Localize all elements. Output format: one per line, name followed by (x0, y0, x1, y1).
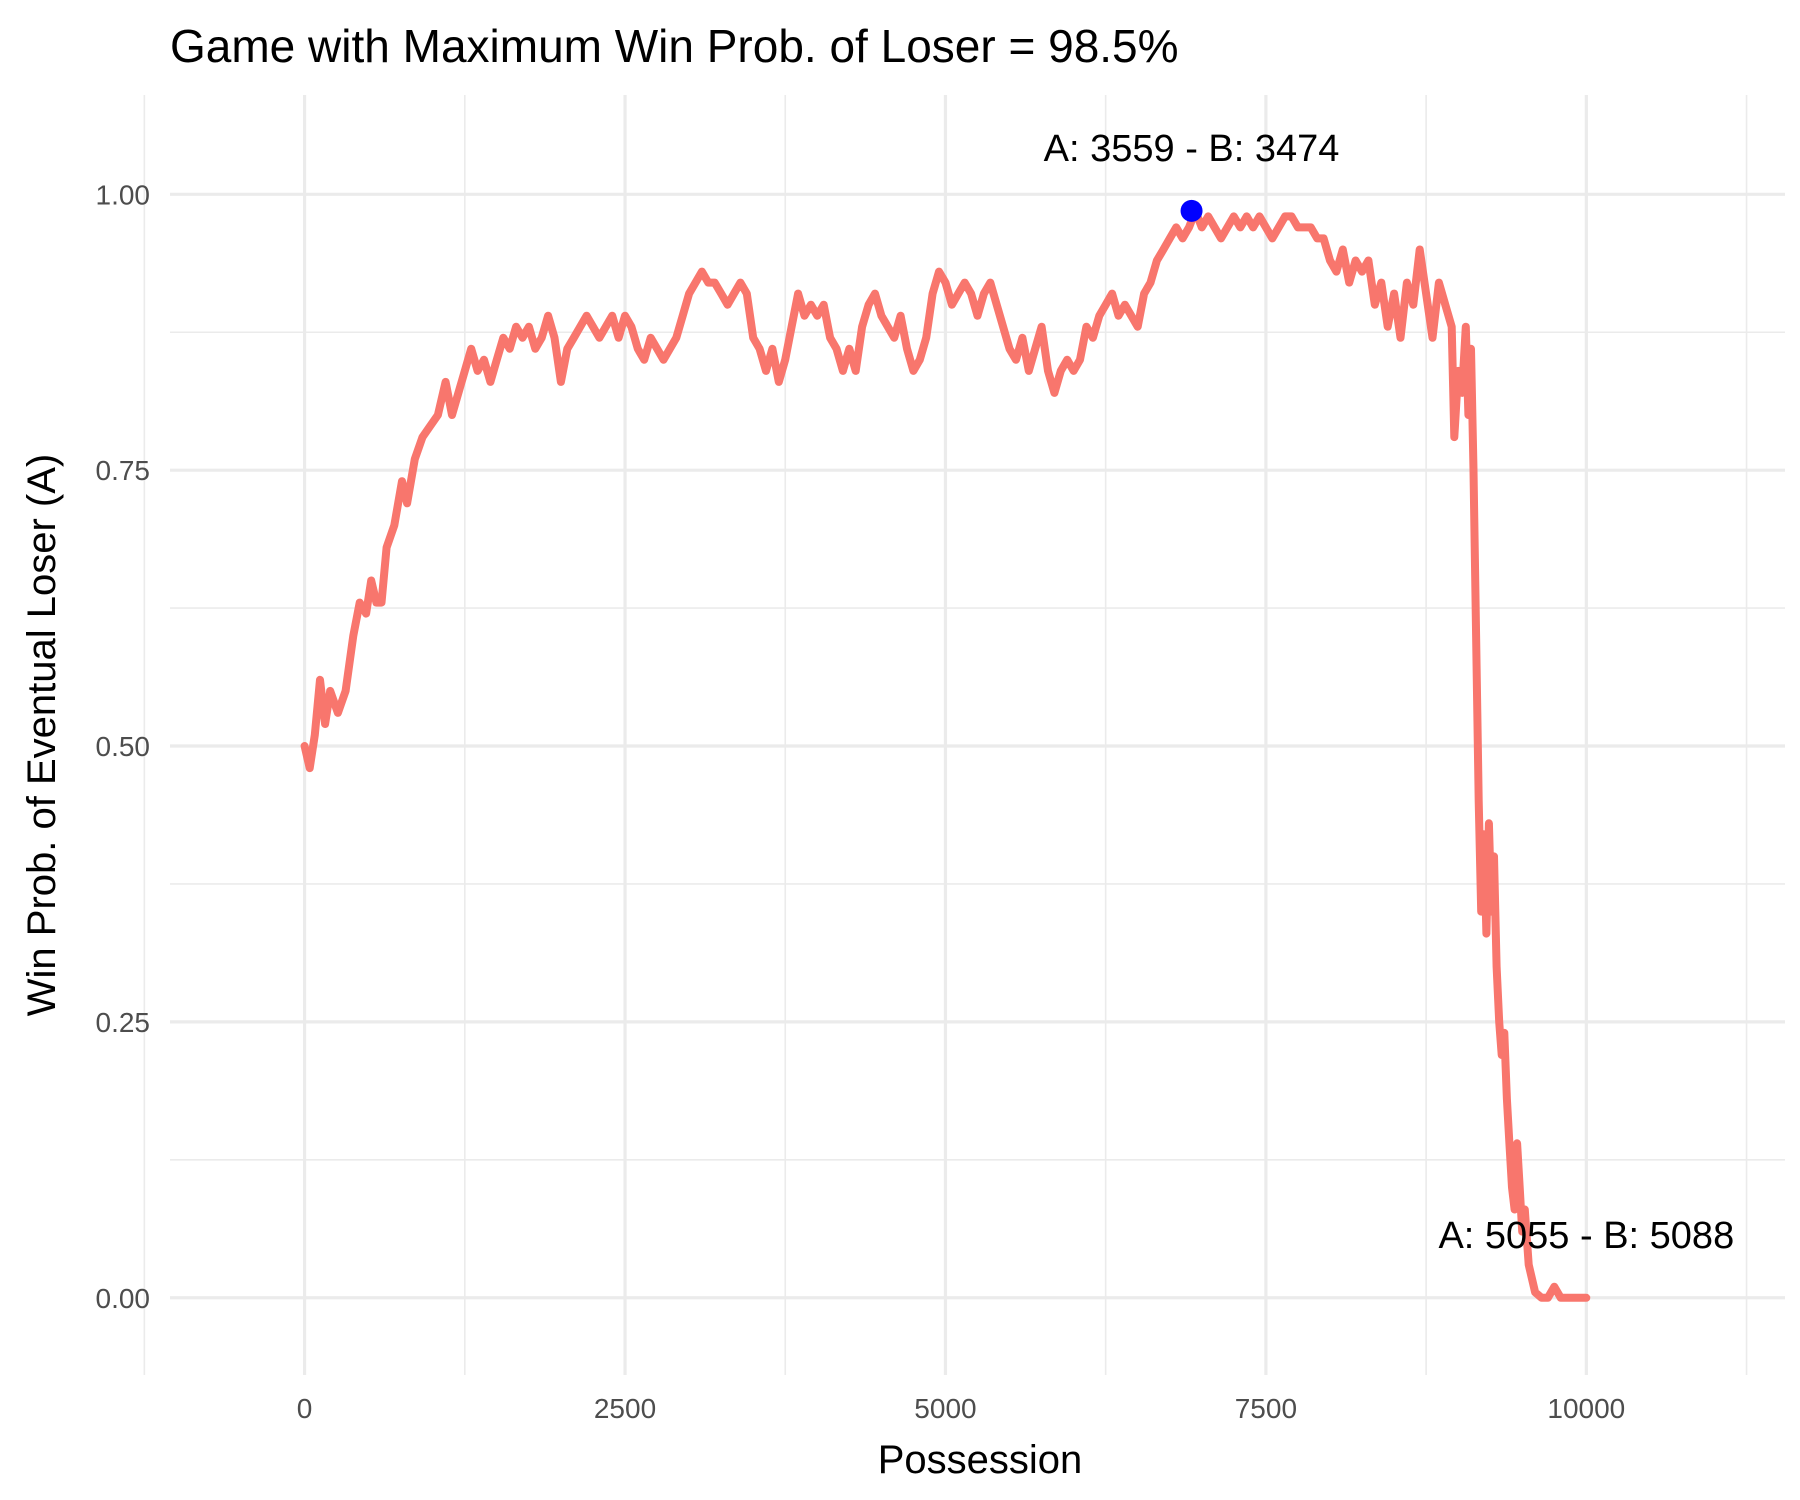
max-win-prob-point (1180, 199, 1203, 222)
y-tick-label: 1.00 (96, 179, 151, 210)
x-tick-label: 2500 (594, 1393, 656, 1424)
x-tick-label: 7500 (1235, 1393, 1297, 1424)
y-axis-title: Win Prob. of Eventual Loser (A) (20, 454, 64, 1016)
y-tick-label: 0.75 (96, 455, 151, 486)
annotations: A: 3559 - B: 3474 A: 5055 - B: 5088 (1044, 128, 1735, 1257)
series-layer (300, 206, 1591, 1302)
y-tick-label: 0.00 (96, 1283, 151, 1314)
y-tick-label: 0.25 (96, 1007, 151, 1038)
tick-labels: 0 2500 5000 7500 10000 0.00 0.25 0.50 0.75 1.00 (96, 179, 1626, 1424)
x-tick-label: 5000 (914, 1393, 976, 1424)
x-tick-label: 0 (297, 1393, 313, 1424)
series-line (300, 206, 1591, 1302)
x-axis-title: Possession (878, 1438, 1083, 1482)
annotation-label: A: 3559 - B: 3474 (1044, 128, 1340, 170)
x-tick-label: 10000 (1547, 1393, 1625, 1424)
points-layer (1180, 199, 1203, 222)
chart-title: Game with Maximum Win Prob. of Loser = 9… (170, 20, 1179, 72)
grid-major (170, 95, 1785, 1375)
y-tick-label: 0.50 (96, 731, 151, 762)
annotation-label: A: 5055 - B: 5088 (1438, 1215, 1734, 1257)
